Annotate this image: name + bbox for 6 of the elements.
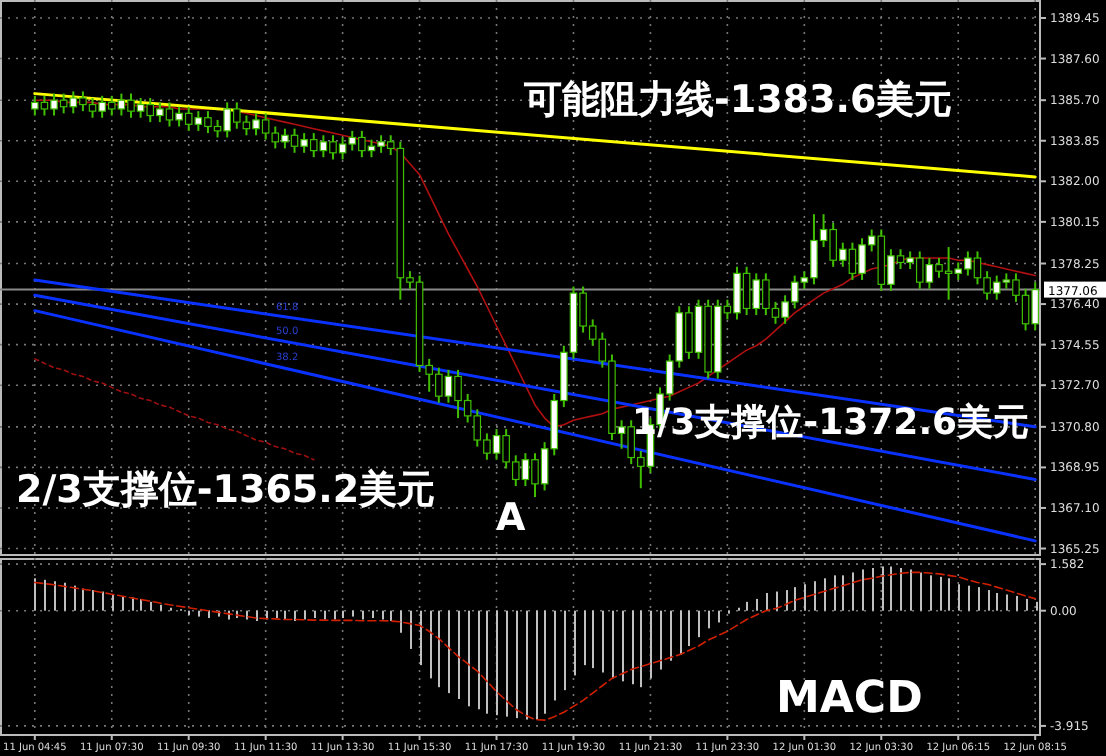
line-series: [34, 571, 1036, 721]
annotation: 可能阻力线-1383.6美元: [522, 78, 953, 122]
line-series: [34, 358, 315, 461]
annotation: MACD: [776, 674, 923, 724]
annotation: A: [496, 496, 526, 540]
annotation: 2/3支撑位-1365.2美元: [16, 468, 436, 512]
